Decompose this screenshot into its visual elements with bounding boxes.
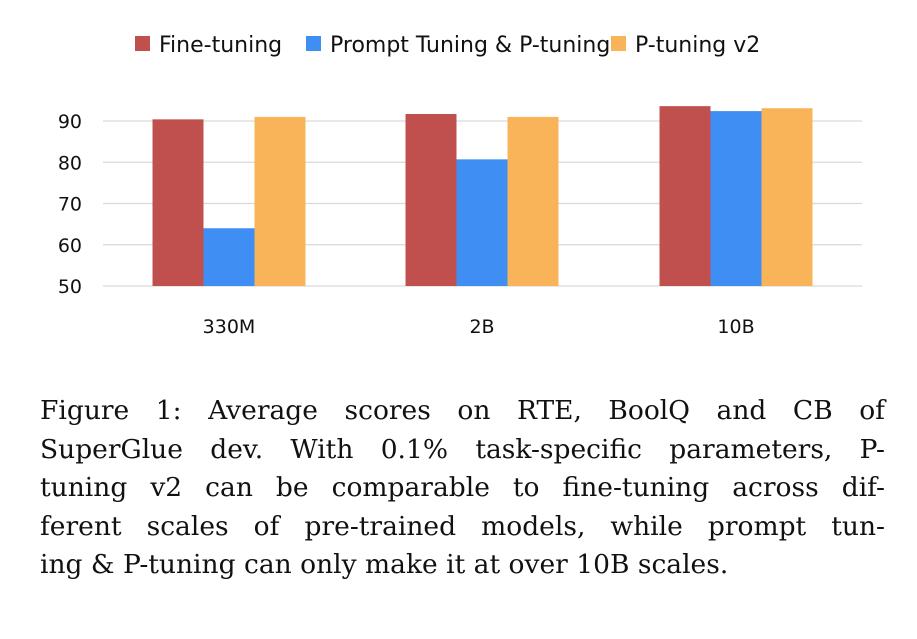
- x-category-label: 2B: [469, 316, 494, 338]
- x-category-label: 10B: [717, 316, 754, 338]
- y-tick-label: 70: [58, 194, 82, 216]
- x-axis-categories: 330M 2B 10B: [203, 316, 755, 338]
- bar: [152, 119, 204, 286]
- figure-caption: Figure 1: Average scores on RTE, BoolQ a…: [40, 392, 885, 585]
- caption-line: ing & P-tuning can only make it at over …: [40, 549, 729, 580]
- caption-line: SuperGlue dev. With 0.1% task-specific p…: [40, 433, 885, 465]
- chart-legend: Fine-tuning Prompt Tuning & P-tuning P-tun…: [135, 33, 760, 58]
- y-tick-label: 90: [58, 111, 82, 133]
- legend-swatch: [135, 36, 150, 51]
- legend-label: Fine-tuning: [159, 33, 282, 58]
- y-tick-label: 50: [58, 276, 82, 298]
- bar: [507, 116, 559, 286]
- x-category-label: 330M: [203, 316, 256, 338]
- bar: [761, 108, 813, 287]
- y-axis-ticks: 50 60 70 80 90: [58, 111, 82, 298]
- y-tick-label: 80: [58, 152, 82, 174]
- bar: [405, 113, 457, 286]
- caption-line: tuning v2 can be comparable to fine-tuni…: [40, 472, 885, 503]
- legend-label: P-tuning v2: [635, 33, 760, 58]
- legend-label: Prompt Tuning & P-tuning: [330, 33, 610, 58]
- chart-bars: [152, 106, 813, 287]
- bar: [203, 228, 255, 286]
- y-tick-label: 60: [58, 235, 82, 257]
- bar: [710, 111, 762, 286]
- bar: [456, 159, 508, 286]
- caption-line: Figure 1: Average scores on RTE, BoolQ a…: [40, 395, 885, 426]
- bar: [659, 106, 711, 287]
- legend-swatch: [611, 36, 626, 51]
- caption-line: ferent scales of pre-trained models, whi…: [40, 510, 885, 542]
- bar: [254, 116, 306, 286]
- legend-swatch: [306, 36, 321, 51]
